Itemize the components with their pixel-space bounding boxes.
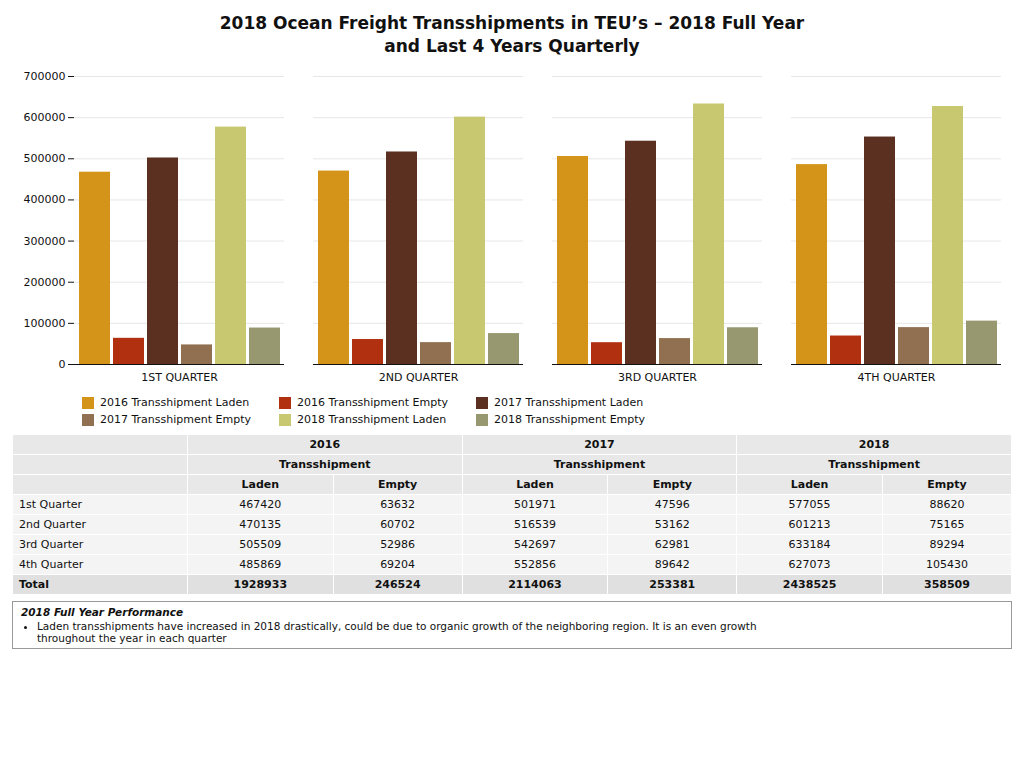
svg-text:600000: 600000 [24, 111, 66, 124]
html-text:627073: 627073 [788, 557, 831, 571]
html-text:53162: 53162 [654, 517, 690, 531]
html-text:2018 Transshipment Empty: 2018 Transshipment Empty [494, 412, 646, 426]
html-text:4th Quarter: 4th Quarter [19, 557, 84, 571]
svg-text:500000: 500000 [24, 152, 66, 165]
html-text:2438525: 2438525 [782, 577, 837, 591]
html-text:Empty: Empty [927, 477, 967, 491]
html-text:Transshipment: Transshipment [828, 457, 920, 471]
svg-text:0: 0 [59, 358, 66, 371]
html-text:2016: 2016 [309, 437, 341, 451]
html-text:63632: 63632 [380, 497, 416, 511]
html-text:358509: 358509 [924, 577, 970, 591]
html-text:2114063: 2114063 [508, 577, 562, 591]
svg-text:3RD QUARTER: 3RD QUARTER [618, 371, 697, 384]
html-text:Laden: Laden [790, 477, 829, 491]
html-text:516539: 516539 [514, 517, 556, 531]
html-text:2018 Full Year Performance: 2018 Full Year Performance [21, 605, 184, 618]
svg-text:4TH QUARTER: 4TH QUARTER [858, 371, 936, 384]
html-text:Empty: Empty [378, 477, 418, 491]
html-text:Total: Total [19, 577, 50, 591]
html-text:3rd Quarter: 3rd Quarter [19, 537, 84, 551]
html-text:89642: 89642 [654, 557, 690, 571]
html-text:501971: 501971 [514, 497, 556, 511]
html-text:2018 Transshipment Laden: 2018 Transshipment Laden [297, 412, 447, 426]
html-text:52986: 52986 [380, 537, 416, 551]
html-text:2018 Ocean Freight Transshipme: 2018 Ocean Freight Transshipments in TEU… [219, 13, 805, 56]
html-text:601213: 601213 [788, 517, 831, 531]
html-text:75165: 75165 [929, 517, 965, 531]
html-text:577055: 577055 [788, 497, 831, 511]
html-text:253381: 253381 [649, 577, 696, 591]
html-text:1st Quarter: 1st Quarter [19, 497, 82, 511]
html-text:2017 Transshipment Empty: 2017 Transshipment Empty [100, 412, 251, 426]
html-text:542697: 542697 [514, 537, 556, 551]
html-text:88620: 88620 [929, 497, 965, 511]
svg-text:200000: 200000 [24, 276, 66, 289]
svg-text:100000: 100000 [24, 317, 66, 330]
html-text:Transshipment: Transshipment [553, 457, 646, 471]
svg-text:2ND QUARTER: 2ND QUARTER [379, 371, 459, 384]
html-text:Transshipment: Transshipment [279, 457, 371, 471]
svg-text:700000: 700000 [24, 70, 66, 83]
html-text:Empty: Empty [652, 477, 692, 491]
html-text:633184: 633184 [788, 537, 831, 551]
svg-text:400000: 400000 [24, 193, 66, 206]
svg-text:1ST QUARTER: 1ST QUARTER [141, 371, 218, 384]
html-text:2017 Transshipment Laden: 2017 Transshipment Laden [494, 395, 644, 409]
html-text:470135: 470135 [239, 517, 282, 531]
html-text:505509: 505509 [239, 537, 282, 551]
html-text:Laden transshipments have incr: Laden transshipments have increased in 2… [37, 619, 757, 644]
svg-text:300000: 300000 [24, 234, 66, 247]
html-text:2017: 2017 [584, 437, 615, 451]
html-text:2016 Transshipment Laden: 2016 Transshipment Laden [100, 395, 250, 409]
html-text:Laden: Laden [241, 477, 280, 491]
html-text:105430: 105430 [926, 557, 968, 571]
html-text:60702: 60702 [380, 517, 416, 531]
html-text:Laden: Laden [516, 477, 554, 491]
html-text:485869: 485869 [239, 557, 282, 571]
html-text:69204: 69204 [380, 557, 416, 571]
html-text:62981: 62981 [654, 537, 690, 551]
html-text:47596: 47596 [654, 497, 690, 511]
html-text:1928933: 1928933 [233, 577, 288, 591]
html-text:2016 Transshipment Empty: 2016 Transshipment Empty [297, 395, 449, 409]
html-text:89294: 89294 [929, 537, 965, 551]
html-text:467420: 467420 [239, 497, 282, 511]
html-text:552856: 552856 [514, 557, 556, 571]
html-text:2nd Quarter: 2nd Quarter [19, 517, 86, 531]
html-text:2018: 2018 [858, 437, 890, 451]
html-text:246524: 246524 [374, 577, 421, 591]
